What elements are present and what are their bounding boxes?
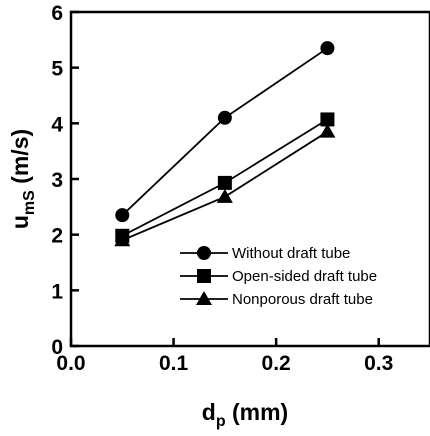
series-layer	[114, 41, 336, 247]
legend-label: Nonporous draft tube	[232, 291, 373, 308]
x-tick-label: 0.3	[364, 352, 393, 375]
legend-label: Without draft tube	[232, 245, 350, 262]
y-axis-title: umS (m/s)	[7, 129, 38, 229]
legend-marker-square	[197, 269, 211, 283]
x-axis-title-sub: p	[216, 413, 226, 430]
x-tick-label: 0.1	[159, 352, 189, 375]
legend-label: Open-sided draft tube	[232, 268, 377, 285]
legend-item: Nonporous draft tube	[180, 291, 373, 308]
y-tick-label: 2	[51, 225, 63, 248]
x-tick-label: 0.0	[56, 352, 85, 375]
y-tick-label: 5	[51, 58, 63, 81]
x-axis-ticks: 0.0 0.1 0.2 0.3	[56, 338, 393, 375]
data-point-square	[217, 175, 232, 190]
legend-item: Without draft tube	[180, 245, 350, 262]
series-square	[115, 112, 335, 243]
y-tick-label: 1	[51, 280, 63, 303]
y-tick-label: 0	[51, 336, 63, 359]
legend: Without draft tube Open-sided draft tube N…	[180, 245, 377, 308]
y-axis-title-sub: mS	[21, 190, 38, 215]
series-triangle	[114, 123, 336, 247]
data-point-circle	[115, 208, 130, 223]
data-point-triangle	[114, 232, 131, 247]
legend-marker-circle	[197, 246, 211, 260]
y-tick-label: 4	[51, 113, 63, 136]
x-axis-title-main: d	[202, 399, 216, 425]
series-circle	[115, 41, 335, 223]
data-point-circle	[320, 41, 335, 56]
data-point-triangle	[216, 188, 233, 203]
y-tick-label: 6	[51, 2, 63, 25]
legend-marker-triangle	[196, 291, 212, 305]
y-axis-title-unit: (m/s)	[7, 129, 33, 190]
data-point-square	[320, 112, 335, 127]
x-axis-title: dp (mm)	[202, 399, 288, 430]
legend-item: Open-sided draft tube	[180, 268, 377, 285]
y-axis-title-main: u	[7, 215, 33, 229]
data-point-triangle	[319, 123, 336, 138]
data-point-circle	[217, 110, 232, 125]
x-axis-title-unit: (mm)	[226, 399, 289, 425]
y-axis-ticks: 0 1 2 3 4 5 6	[51, 2, 79, 359]
x-tick-label: 0.2	[262, 352, 291, 375]
y-tick-label: 3	[51, 169, 63, 192]
